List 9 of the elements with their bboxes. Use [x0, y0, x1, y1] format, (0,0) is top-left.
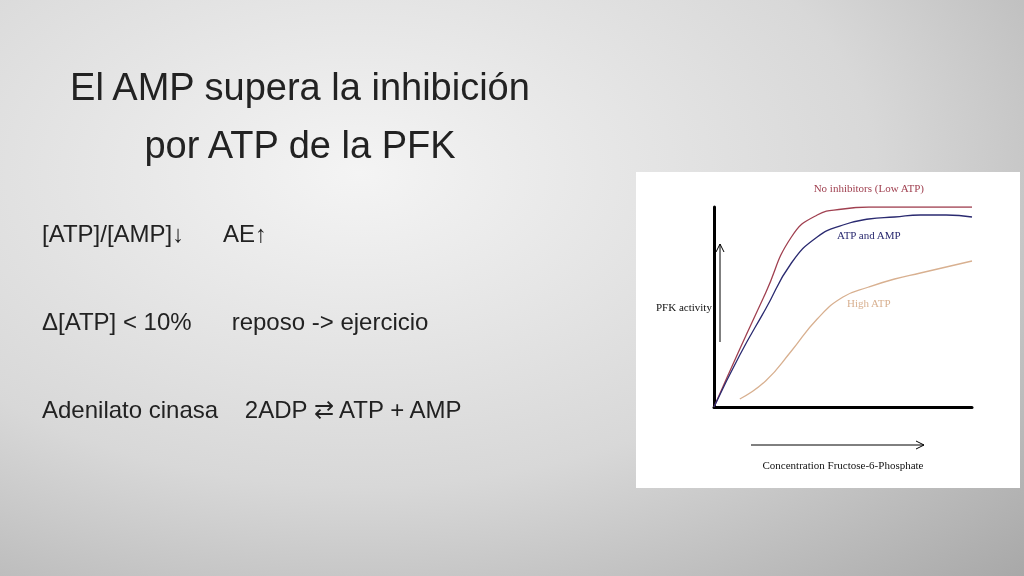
text: Adenilato cinasa 2ADP ⇄ ATP + AMP [42, 396, 462, 425]
y-axis-title: PFK activity [656, 301, 713, 313]
text: Δ[ATP] < 10% reposo -> ejercicio [42, 308, 430, 337]
series-label: High ATP [846, 296, 891, 309]
series-label: No inhibitors (Low ATP) [813, 181, 925, 195]
text: El AMP supera la inhibición por ATP de la PFK [69, 65, 531, 168]
series-label: ATP and AMP [836, 228, 901, 241]
text: [ATP]/[AMP]↓ AE↑ [42, 220, 268, 249]
x-axis-title: Concentration Fructose-6-Phosphate [762, 458, 924, 471]
